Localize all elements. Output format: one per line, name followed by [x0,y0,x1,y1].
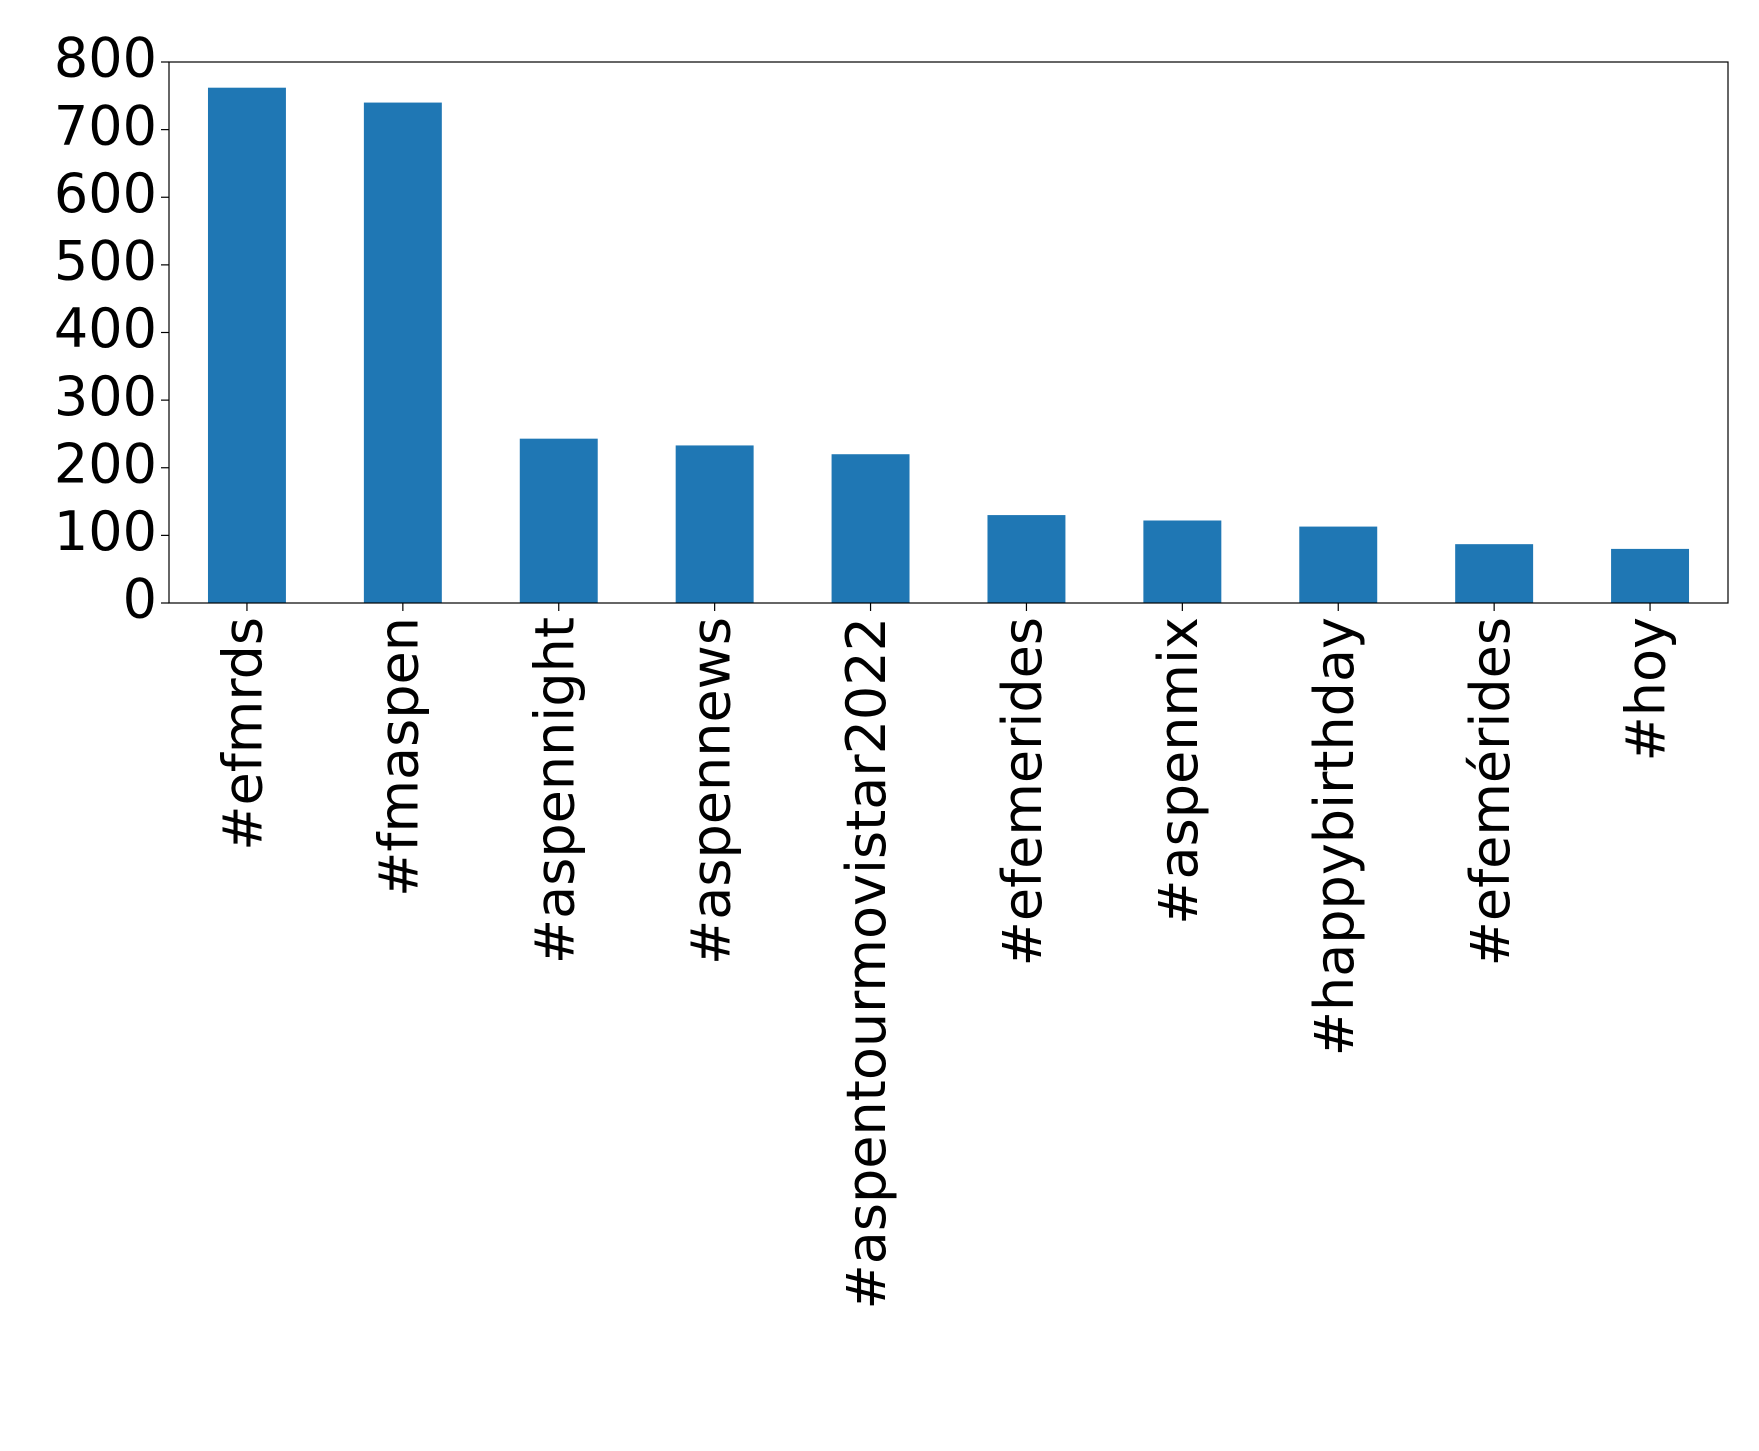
plot-frame [168,61,1729,604]
y-tick-label: 0 [123,568,157,631]
x-tick-label: #aspennight [523,617,586,964]
x-tick-label: #aspentourmovistar2022 [835,617,898,1310]
bar [519,438,598,603]
bar [207,87,286,603]
x-tick-label: #aspennews [679,617,742,965]
bar [831,454,910,603]
y-tick-label: 300 [54,365,157,428]
y-tick-label: 700 [54,94,157,157]
x-tick-label: #aspenmix [1147,617,1210,925]
y-tick-label: 200 [54,432,157,495]
x-tick-label: #happybirthday [1303,617,1366,1056]
bar [1455,544,1534,603]
bar [363,102,442,603]
x-tick-label: #efemérides [1459,617,1522,966]
x-tick-label: #fmaspen [367,617,430,897]
x-tick-label: #efmrds [212,617,275,851]
bar [1299,526,1378,603]
bar [1611,548,1690,603]
x-tick-label: #efemerides [991,617,1054,966]
y-tick-label: 800 [54,27,157,90]
y-tick-label: 600 [54,162,157,225]
bar [1143,520,1222,603]
bar [987,515,1066,603]
bar [675,445,754,603]
y-tick-label: 100 [54,500,157,563]
y-tick-label: 400 [54,297,157,360]
y-tick-label: 500 [54,230,157,293]
x-tick-label: #hoy [1615,617,1678,761]
